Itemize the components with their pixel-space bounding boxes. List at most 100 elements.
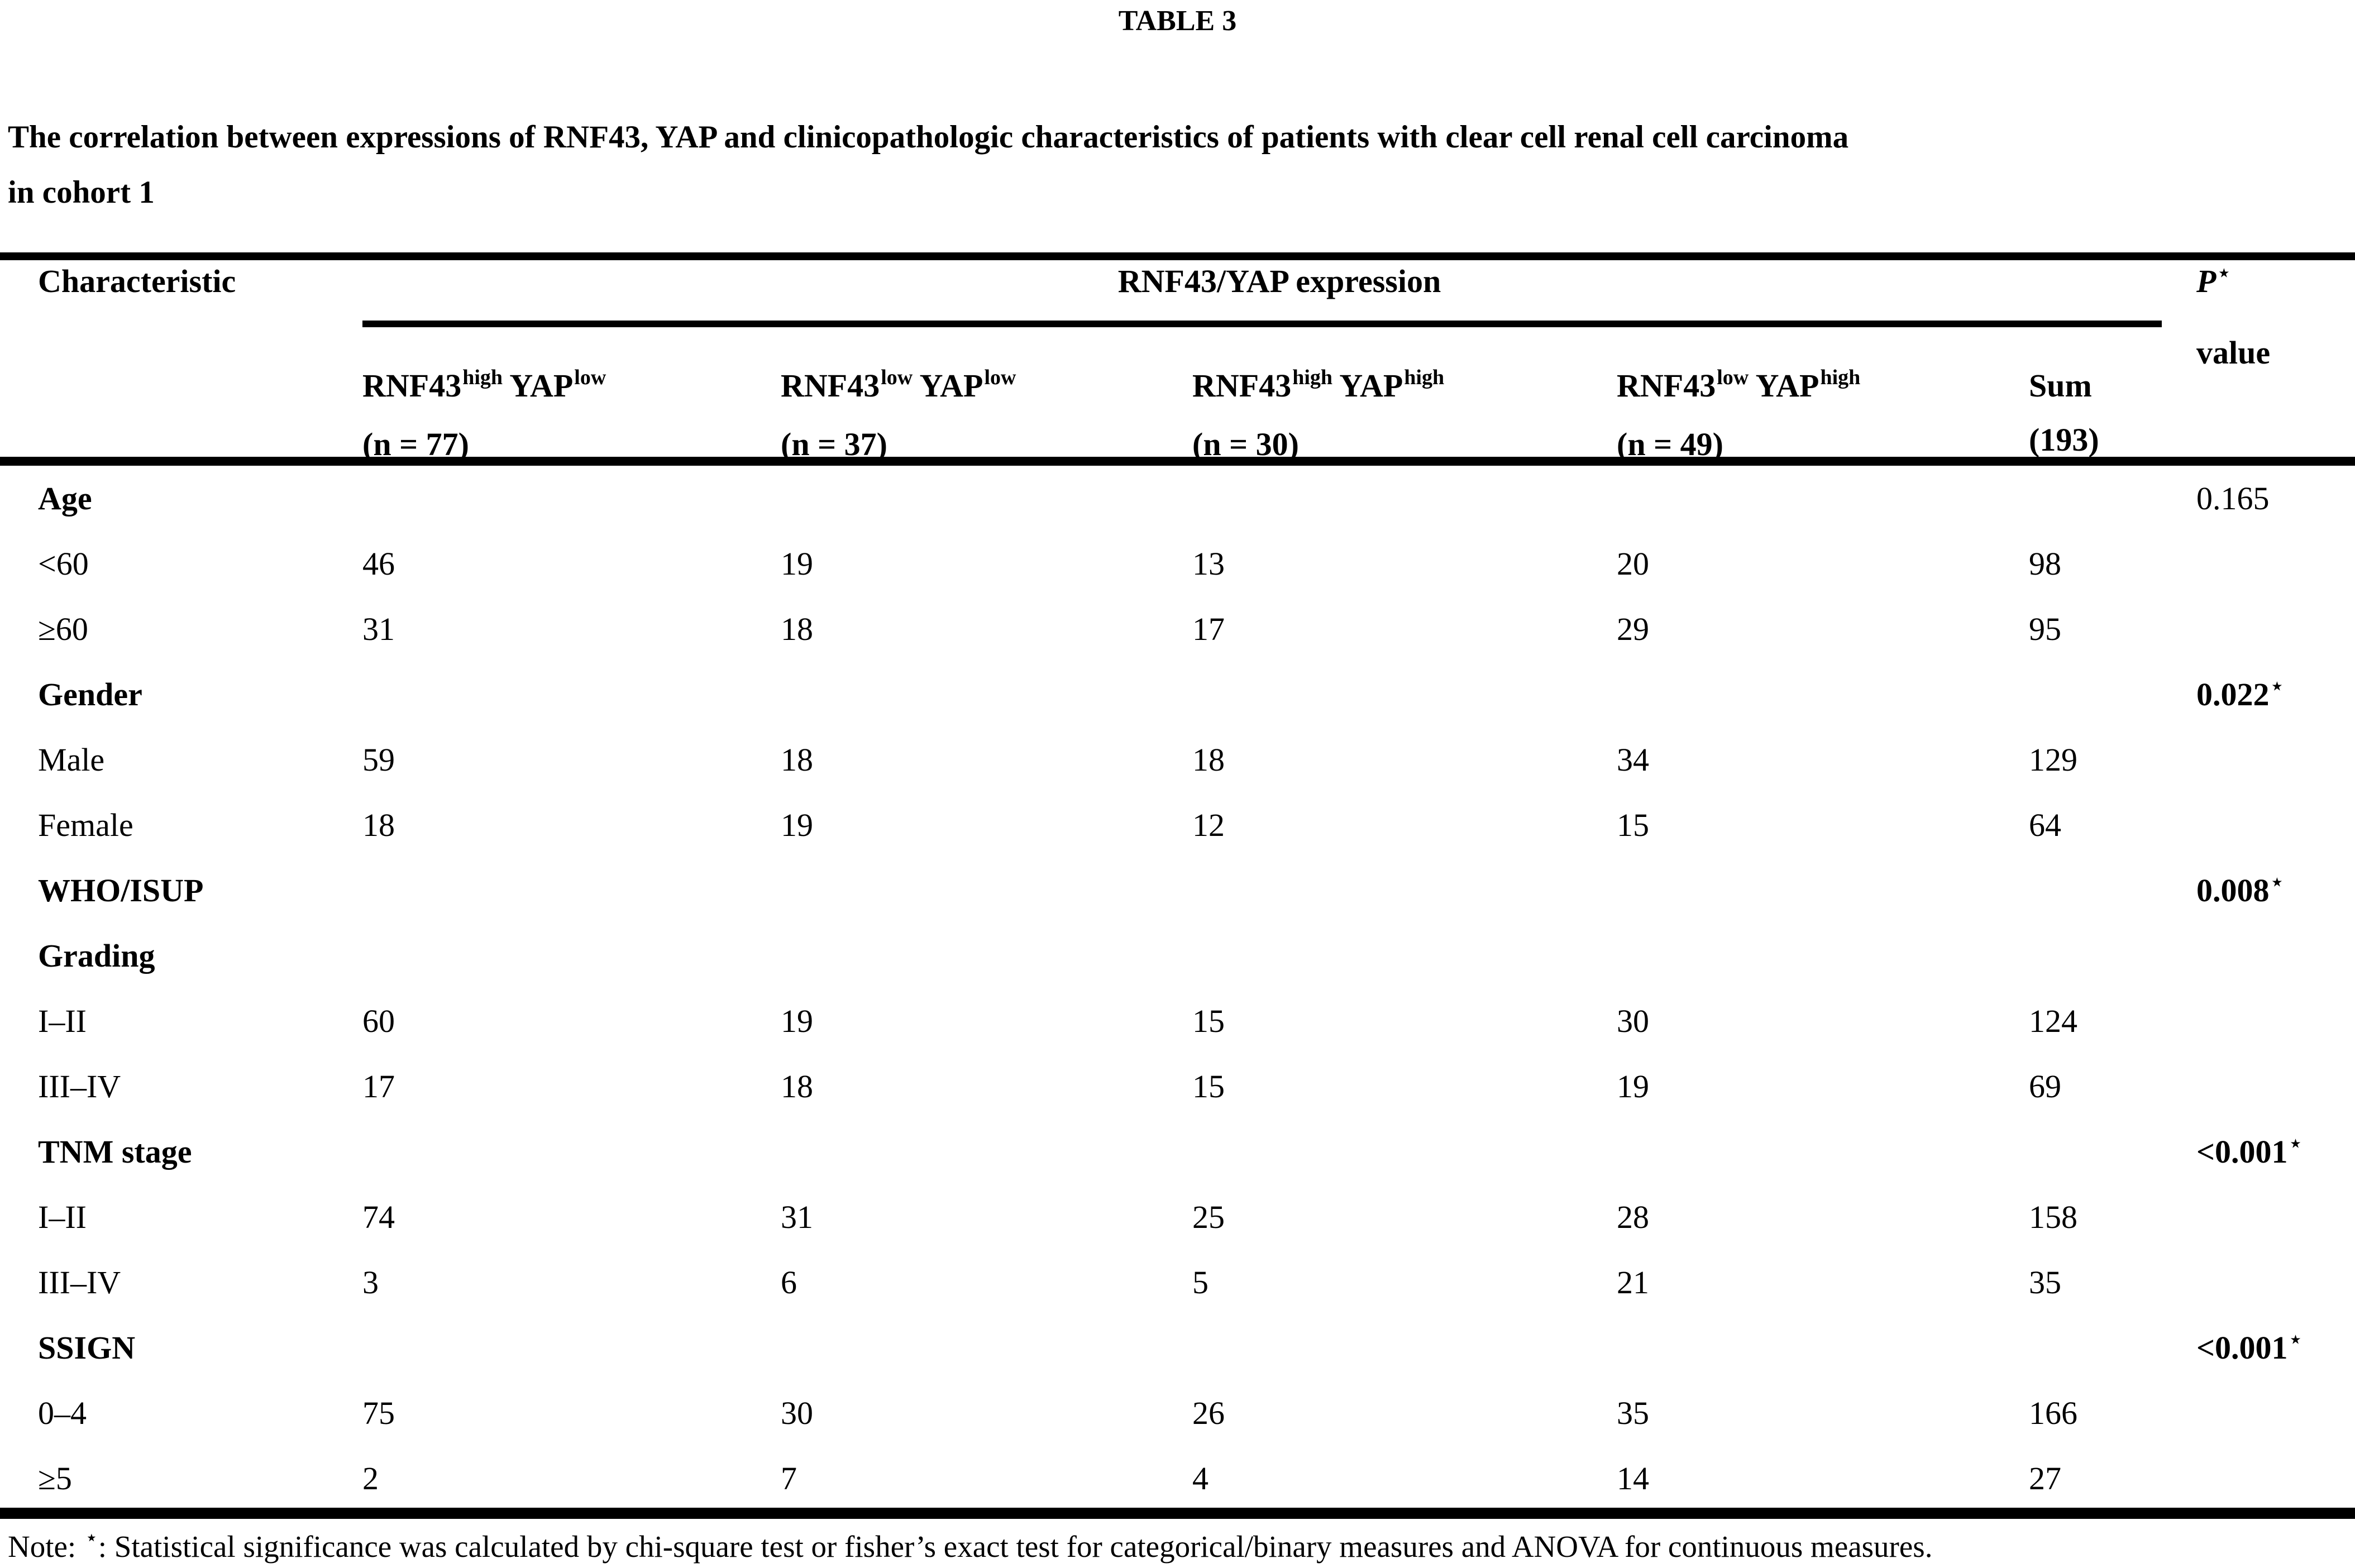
- table-row-section-tnm-stage: TNM stage <0.001⋆: [0, 1119, 2355, 1184]
- cell-value: 26: [1192, 1395, 1225, 1431]
- cell-sum: 166: [2029, 1395, 2077, 1431]
- cell-value: 7: [781, 1460, 797, 1497]
- note-text: : Statistical significance was calculate…: [98, 1529, 1933, 1564]
- table-row: Male 59 18 18 34 129: [0, 727, 2355, 792]
- cell-value: 30: [1617, 1003, 1649, 1039]
- cell-value: 25: [1192, 1199, 1225, 1235]
- table-row: I–II 60 19 15 30 124: [0, 988, 2355, 1054]
- cell-value: 18: [781, 611, 813, 647]
- cell-p-value: 0.008⋆: [2196, 871, 2284, 909]
- column-header-genes: RNF43high YAPhigh: [1192, 366, 1445, 404]
- row-label: Male: [38, 742, 105, 778]
- row-label: <60: [38, 546, 89, 582]
- column-header-p-value: P⋆: [2196, 261, 2231, 300]
- cell-value: 74: [362, 1199, 395, 1235]
- cell-value: 5: [1192, 1264, 1208, 1301]
- cell-sum: 98: [2029, 546, 2061, 582]
- cell-value: 19: [781, 546, 813, 582]
- table-rule-header-bottom: [0, 457, 2355, 466]
- table-row: 0–4 75 30 26 35 166: [0, 1380, 2355, 1446]
- cell-sum: 69: [2029, 1068, 2061, 1105]
- column-header-n: (193): [2029, 422, 2099, 458]
- table-title: TABLE 3: [1118, 5, 1237, 37]
- row-label: Age: [38, 480, 92, 517]
- cell-value: 19: [781, 807, 813, 843]
- table-row-section-ssign: SSIGN <0.001⋆: [0, 1315, 2355, 1380]
- row-label: Gender: [38, 676, 142, 713]
- cell-value: 17: [1192, 611, 1225, 647]
- cell-value: 18: [1192, 742, 1225, 778]
- cell-sum: 27: [2029, 1460, 2061, 1497]
- table-row: III–IV 17 18 15 19 69: [0, 1054, 2355, 1119]
- cell-value: 6: [781, 1264, 797, 1301]
- row-label: I–II: [38, 1199, 87, 1235]
- table-rule-group-underline: [362, 321, 2162, 327]
- cell-p-value: <0.001⋆: [2196, 1132, 2303, 1170]
- row-label: ≥60: [38, 611, 88, 647]
- column-header-n: (n = 30): [1192, 426, 1299, 462]
- table-row: III–IV 3 6 5 21 35: [0, 1250, 2355, 1315]
- p-star-superscript: ⋆: [2217, 261, 2231, 285]
- cell-value: 60: [362, 1003, 395, 1039]
- row-label: SSIGN: [38, 1330, 136, 1366]
- table-body: Age 0.165 <60 46 19 13 20 98 ≥60 31 18 1…: [0, 466, 2355, 1511]
- cell-value: 18: [781, 742, 813, 778]
- cell-value: 4: [1192, 1460, 1208, 1497]
- cell-value: 17: [362, 1068, 395, 1105]
- cell-value: 46: [362, 546, 395, 582]
- column-header-rnf43low-yaplow: RNF43low YAPlow (n = 37): [781, 358, 1016, 471]
- table-rule-bottom: [0, 1508, 2355, 1519]
- row-label: 0–4: [38, 1395, 87, 1431]
- column-header-rnf43high-yaphigh: RNF43high YAPhigh (n = 30): [1192, 358, 1444, 471]
- cell-value: 29: [1617, 611, 1649, 647]
- column-header-genes: RNF43low YAPlow: [781, 366, 1016, 404]
- cell-value: 18: [781, 1068, 813, 1105]
- row-label: TNM stage: [38, 1134, 192, 1170]
- cell-value: 34: [1617, 742, 1649, 778]
- p-symbol: P: [2196, 263, 2217, 299]
- cell-value: 35: [1617, 1395, 1649, 1431]
- cell-value: 14: [1617, 1460, 1649, 1497]
- table-caption-line-1: The correlation between expressions of R…: [8, 119, 1849, 155]
- cell-value: 15: [1617, 807, 1649, 843]
- column-header-rnf43low-yaphigh: RNF43low YAPhigh (n = 49): [1617, 358, 1860, 471]
- column-header-n: (n = 49): [1617, 426, 1723, 462]
- cell-p-value: <0.001⋆: [2196, 1328, 2303, 1366]
- cell-p-value: 0.165: [2196, 480, 2270, 517]
- table-row-section-who-isup-grading: WHO/ISUP Grading 0.008⋆: [0, 858, 2355, 988]
- row-label: III–IV: [38, 1068, 121, 1105]
- cell-value: 15: [1192, 1068, 1225, 1105]
- table-rule-top: [0, 252, 2355, 260]
- row-label: I–II: [38, 1003, 87, 1039]
- cell-value: 31: [781, 1199, 813, 1235]
- cell-value: 59: [362, 742, 395, 778]
- cell-value: 13: [1192, 546, 1225, 582]
- column-header-sum: Sum (193): [2029, 358, 2099, 467]
- table-caption: The correlation between expressions of R…: [8, 109, 2349, 220]
- column-header-characteristic: Characteristic: [38, 263, 236, 299]
- note-prefix: Note:: [8, 1529, 84, 1564]
- cell-value: 31: [362, 611, 395, 647]
- table-row-section-age: Age 0.165: [0, 466, 2355, 531]
- column-group-header-expression: RNF43/YAP expression: [1117, 263, 1441, 299]
- cell-p-value: 0.022⋆: [2196, 675, 2284, 713]
- table-row: I–II 74 31 25 28 158: [0, 1184, 2355, 1250]
- column-header-n: (n = 77): [362, 426, 469, 462]
- table-row: <60 46 19 13 20 98: [0, 531, 2355, 596]
- cell-value: 28: [1617, 1199, 1649, 1235]
- table-row: Female 18 19 12 15 64: [0, 792, 2355, 858]
- cell-value: 3: [362, 1264, 379, 1301]
- cell-sum: 35: [2029, 1264, 2061, 1301]
- table-row: ≥5 2 7 4 14 27: [0, 1446, 2355, 1511]
- row-label: WHO/ISUP Grading: [38, 872, 204, 974]
- cell-value: 2: [362, 1460, 379, 1497]
- cell-value: 21: [1617, 1264, 1649, 1301]
- note-star-superscript: ⋆: [84, 1526, 98, 1550]
- cell-value: 12: [1192, 807, 1225, 843]
- row-label: ≥5: [38, 1460, 72, 1497]
- column-header-genes: RNF43high YAPlow: [362, 366, 606, 404]
- cell-sum: 124: [2029, 1003, 2077, 1039]
- cell-value: 19: [1617, 1068, 1649, 1105]
- row-label: III–IV: [38, 1264, 121, 1301]
- cell-value: 18: [362, 807, 395, 843]
